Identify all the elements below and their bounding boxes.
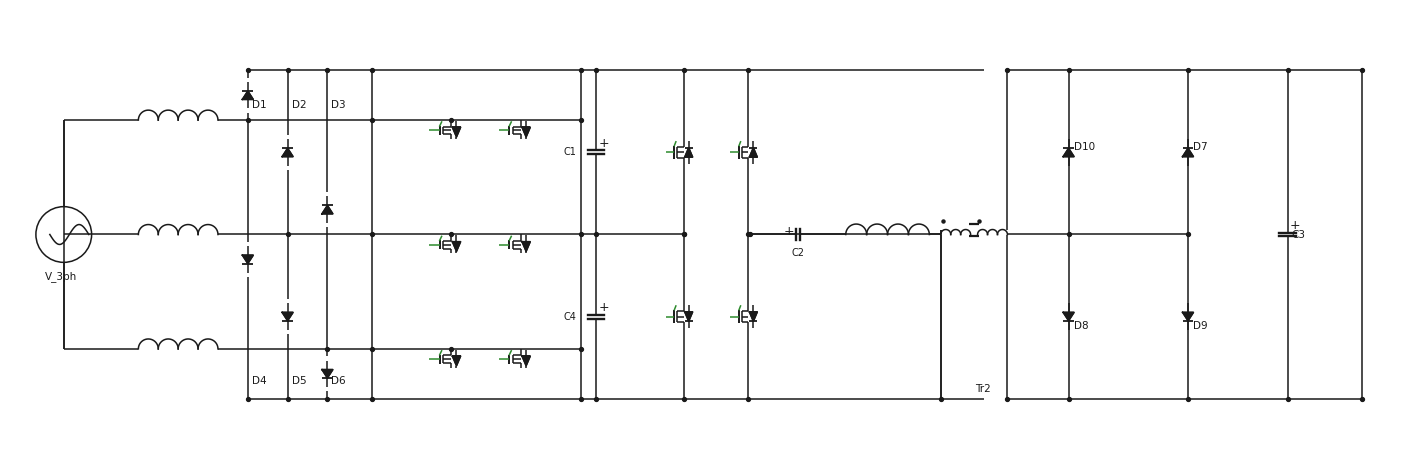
Text: D1: D1 — [252, 100, 266, 110]
Text: D8: D8 — [1073, 320, 1089, 331]
Text: +: + — [1290, 219, 1300, 232]
Polygon shape — [523, 356, 531, 366]
Text: +: + — [785, 225, 794, 237]
Polygon shape — [1063, 148, 1075, 157]
Text: D10: D10 — [1073, 143, 1094, 152]
Polygon shape — [322, 370, 333, 378]
Text: D2: D2 — [291, 100, 307, 110]
Text: C2: C2 — [792, 249, 804, 258]
Polygon shape — [282, 148, 293, 157]
Polygon shape — [523, 127, 531, 137]
Polygon shape — [322, 205, 333, 214]
Text: +: + — [598, 301, 609, 314]
Text: D4: D4 — [252, 376, 266, 386]
Text: C3: C3 — [1292, 229, 1306, 240]
Text: V_3ph: V_3ph — [45, 271, 77, 282]
Text: D5: D5 — [291, 376, 307, 386]
Text: +: + — [598, 137, 609, 150]
Text: D3: D3 — [332, 100, 346, 110]
Polygon shape — [1182, 312, 1194, 321]
Polygon shape — [282, 312, 293, 321]
Text: C4: C4 — [563, 311, 576, 322]
Polygon shape — [242, 255, 254, 264]
Text: D6: D6 — [332, 376, 346, 386]
Polygon shape — [453, 127, 461, 137]
Polygon shape — [453, 242, 461, 251]
Text: C1: C1 — [563, 147, 576, 158]
Polygon shape — [750, 312, 758, 321]
Polygon shape — [685, 312, 692, 321]
Text: D7: D7 — [1194, 143, 1208, 152]
Text: Tr2: Tr2 — [975, 384, 991, 393]
Polygon shape — [1182, 148, 1194, 157]
Polygon shape — [523, 242, 531, 251]
Polygon shape — [453, 356, 461, 366]
Polygon shape — [750, 148, 758, 157]
Polygon shape — [685, 148, 692, 157]
Polygon shape — [1063, 312, 1075, 321]
Text: D9: D9 — [1194, 320, 1208, 331]
Polygon shape — [242, 91, 254, 99]
